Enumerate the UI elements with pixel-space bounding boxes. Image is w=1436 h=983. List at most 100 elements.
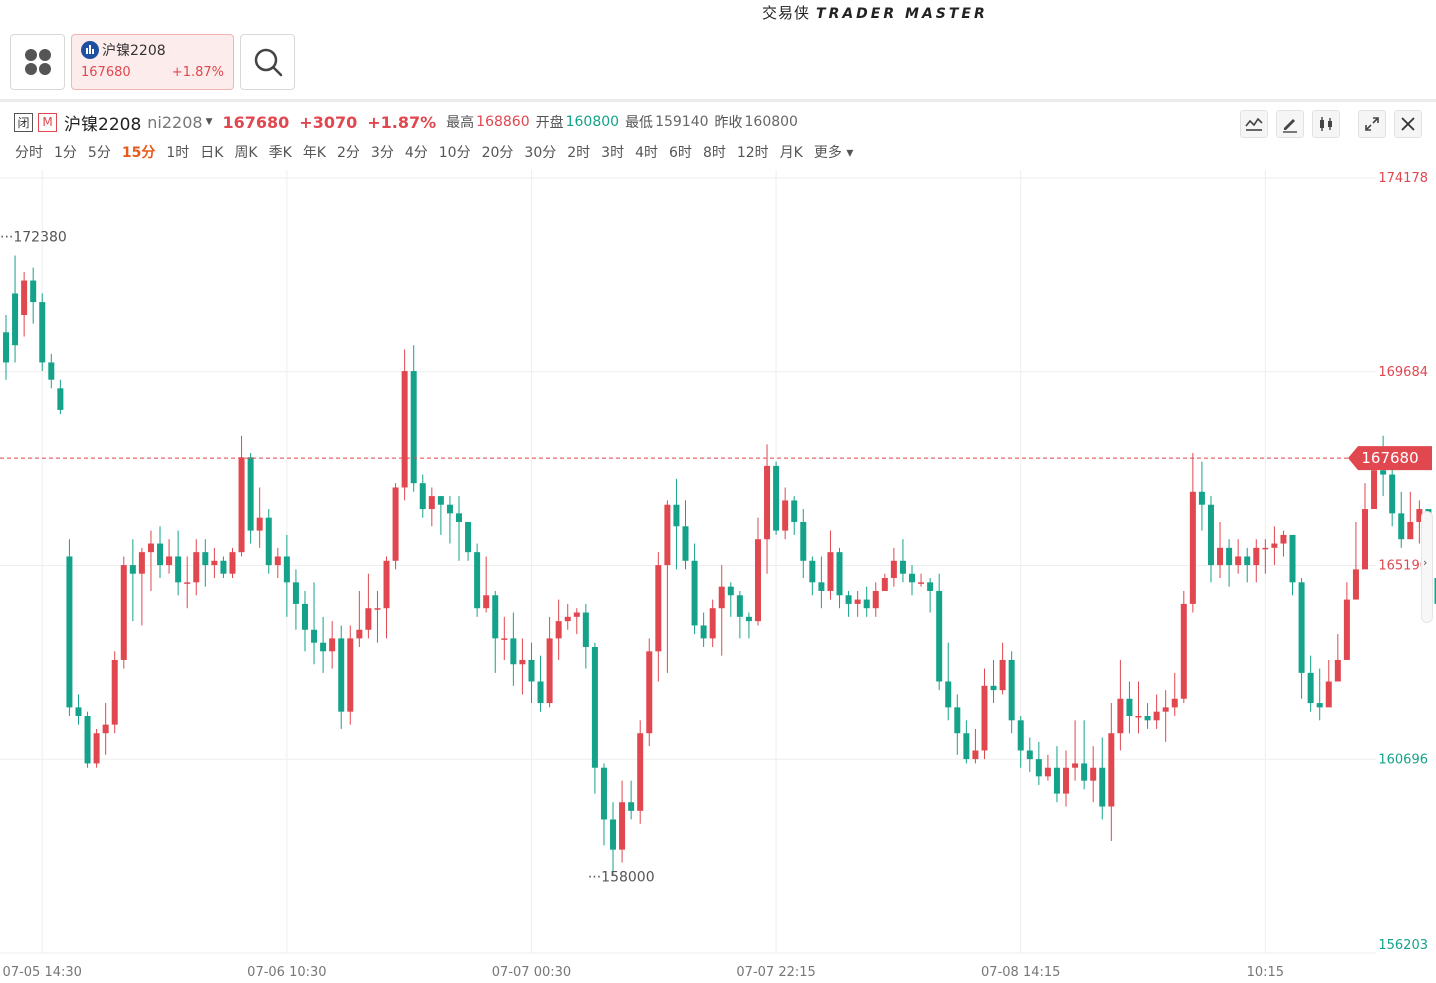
candle-body[interactable] (1307, 672, 1314, 704)
candle-body[interactable] (791, 500, 798, 522)
period-tab[interactable]: 5分 (87, 145, 111, 161)
candle-body[interactable] (628, 802, 635, 811)
candle-body[interactable] (899, 560, 906, 574)
candle-body[interactable] (655, 565, 662, 652)
candle-body[interactable] (1343, 599, 1350, 660)
candle-body[interactable] (229, 552, 236, 574)
candle-body[interactable] (809, 560, 816, 583)
symbol-code[interactable]: ni2208 (147, 112, 203, 132)
candle-body[interactable] (12, 293, 19, 346)
candle-body[interactable] (1416, 509, 1423, 522)
period-tab[interactable]: 季K (268, 145, 292, 161)
candle-body[interactable] (664, 504, 671, 566)
candle-body[interactable] (800, 521, 807, 561)
candle-body[interactable] (1262, 547, 1269, 550)
period-tab[interactable]: 1时 (166, 145, 190, 161)
candle-body[interactable] (1226, 547, 1233, 566)
candle-body[interactable] (1389, 474, 1396, 514)
candle-body[interactable] (709, 608, 716, 639)
candle-body[interactable] (184, 582, 191, 584)
candle-body[interactable] (1380, 470, 1387, 475)
period-tab[interactable]: 日K (200, 145, 224, 161)
candle-body[interactable] (93, 733, 100, 764)
scroll-handle[interactable]: › (1421, 511, 1433, 623)
candle-body[interactable] (483, 595, 490, 609)
candle-body[interactable] (465, 521, 472, 553)
candle-body[interactable] (646, 651, 653, 734)
candle-body[interactable] (301, 603, 308, 630)
chart-type-button[interactable] (1312, 110, 1340, 138)
candle-body[interactable] (202, 552, 209, 566)
candle-body[interactable] (347, 638, 354, 712)
candle-body[interactable] (619, 802, 626, 850)
candle-body[interactable] (84, 715, 91, 764)
candle-body[interactable] (1325, 681, 1332, 708)
candle-body[interactable] (1063, 767, 1070, 794)
candle-body[interactable] (193, 552, 200, 583)
candle-body[interactable] (1198, 491, 1205, 505)
candle-body[interactable] (1253, 547, 1260, 566)
candle-body[interactable] (863, 599, 870, 609)
candle-body[interactable] (401, 371, 408, 488)
candle-body[interactable] (365, 608, 372, 630)
candle-body[interactable] (909, 573, 915, 583)
candle-body[interactable] (157, 543, 164, 566)
candle-body[interactable] (474, 552, 481, 609)
candle-body[interactable] (836, 552, 843, 596)
candle-body[interactable] (1217, 547, 1224, 566)
candle-body[interactable] (292, 582, 299, 604)
candle-body[interactable] (1316, 703, 1323, 708)
period-tab[interactable]: 12时 (736, 145, 769, 161)
candle-body[interactable] (120, 565, 127, 660)
candle-body[interactable] (872, 590, 879, 609)
candle-body[interactable] (1352, 569, 1359, 600)
fullscreen-button[interactable] (1358, 110, 1386, 138)
candle-body[interactable] (963, 733, 970, 760)
candle-body[interactable] (1153, 711, 1160, 721)
candle-body[interactable] (1135, 715, 1142, 718)
candle-body[interactable] (510, 638, 517, 665)
period-tab[interactable]: 更多 ▾ (813, 145, 854, 161)
candle-body[interactable] (546, 638, 553, 704)
candle-body[interactable] (673, 504, 680, 527)
candle-body[interactable] (501, 638, 508, 640)
candle-body[interactable] (773, 465, 780, 531)
candle-body[interactable] (1362, 509, 1368, 570)
candle-body[interactable] (446, 504, 453, 514)
candle-body[interactable] (1289, 534, 1296, 583)
candle-body[interactable] (1108, 733, 1115, 807)
candle-body[interactable] (1298, 582, 1305, 673)
candle-body[interactable] (1244, 556, 1251, 566)
period-tab[interactable]: 3分 (370, 145, 394, 161)
candle-body[interactable] (1081, 763, 1088, 781)
candle-body[interactable] (1053, 767, 1060, 794)
candle-body[interactable] (102, 724, 109, 734)
draw-button[interactable] (1276, 110, 1304, 138)
candle-body[interactable] (1180, 603, 1187, 699)
candle-body[interactable] (1162, 707, 1169, 712)
candle-body[interactable] (147, 543, 154, 553)
candle-body[interactable] (1017, 720, 1024, 751)
candle-body[interactable] (1398, 513, 1405, 540)
candle-body[interactable] (57, 388, 64, 410)
candle-body[interactable] (3, 332, 9, 363)
candle-body[interactable] (256, 517, 263, 531)
candle-body[interactable] (1189, 491, 1196, 604)
candle-body[interactable] (745, 616, 752, 622)
candle-body[interactable] (383, 560, 390, 609)
candle-body[interactable] (419, 483, 426, 510)
candle-body[interactable] (1280, 534, 1287, 544)
period-tab[interactable]: 4时 (635, 145, 659, 161)
candle-body[interactable] (220, 560, 227, 574)
candle-body[interactable] (1334, 659, 1341, 682)
candle-body[interactable] (700, 625, 707, 639)
candle-body[interactable] (591, 647, 598, 768)
candle-body[interactable] (927, 582, 934, 591)
period-tab[interactable]: 年K (302, 145, 326, 161)
candle-body[interactable] (1171, 698, 1178, 708)
apps-button[interactable] (10, 34, 65, 90)
candle-body[interactable] (764, 465, 771, 540)
candle-body[interactable] (283, 556, 290, 583)
period-tab[interactable]: 8时 (702, 145, 726, 161)
candle-body[interactable] (175, 556, 182, 583)
